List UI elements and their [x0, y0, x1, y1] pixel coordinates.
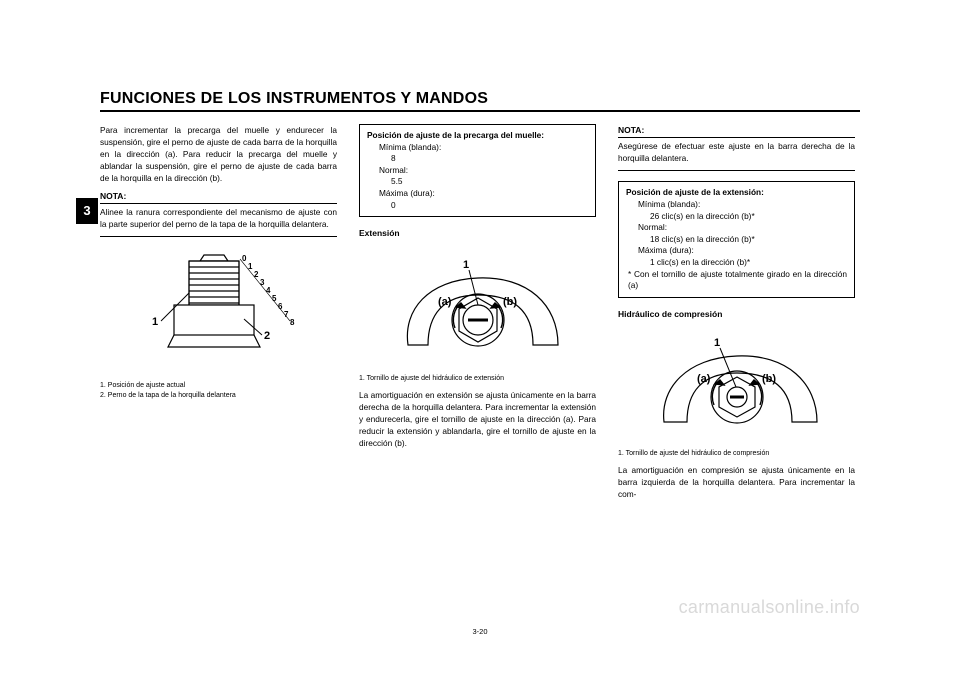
content-columns: Para incrementar la precarga del muelle …	[100, 124, 860, 506]
page-header: FUNCIONES DE LOS INSTRUMENTOS Y MANDOS	[100, 90, 860, 112]
svg-text:8: 8	[290, 318, 295, 327]
page-number: 3-20	[472, 627, 487, 636]
watermark-text: carmanualsonline.info	[679, 597, 860, 618]
section-number-badge: 3	[76, 198, 98, 224]
svg-text:(b): (b)	[503, 296, 517, 308]
compression-subhead: Hidráulico de compresión	[618, 308, 855, 320]
svg-text:1: 1	[714, 337, 720, 349]
svg-text:(a): (a)	[697, 373, 711, 385]
svg-text:0: 0	[242, 254, 247, 263]
column-1: Para incrementar la precarga del muelle …	[100, 124, 337, 506]
column-3: NOTA: Asegúrese de efectuar este ajuste …	[618, 124, 855, 506]
col1-paragraph-1: Para incrementar la precarga del muelle …	[100, 124, 337, 184]
preload-bolt-diagram: 0 1 2 3 4 5 6 7 8 1	[134, 247, 304, 377]
page-title: FUNCIONES DE LOS INSTRUMENTOS Y MANDOS	[100, 90, 860, 108]
col3-nota-text: Asegúrese de efectuar este ajuste en la …	[618, 140, 855, 171]
column-2: Posición de ajuste de la precarga del mu…	[359, 124, 596, 506]
nota-label: NOTA:	[100, 190, 337, 204]
figure-preload-bolt: 0 1 2 3 4 5 6 7 8 1	[100, 247, 337, 377]
col3-paragraph-1: La amortiguación en compresión se ajusta…	[618, 464, 855, 500]
col1-nota-text: Alinee la ranura correspondiente del mec…	[100, 206, 337, 237]
nota-label-3: NOTA:	[618, 124, 855, 138]
svg-text:1: 1	[463, 259, 469, 271]
svg-text:(a): (a)	[438, 296, 452, 308]
figure2-caption: 1. Tornillo de ajuste del hidráulico de …	[359, 374, 596, 383]
svg-text:1: 1	[152, 316, 158, 328]
extension-screw-diagram: (a) (b) 1	[383, 250, 573, 370]
extension-subhead: Extensión	[359, 227, 596, 239]
svg-text:2: 2	[264, 330, 270, 342]
figure-compression-screw: (a) (b) 1	[618, 330, 855, 445]
preload-spec-box: Posición de ajuste de la precarga del mu…	[359, 124, 596, 217]
svg-text:(b): (b)	[762, 373, 776, 385]
figure1-caption: 1. Posición de ajuste actual 2. Perno de…	[100, 381, 337, 399]
extension-spec-box: Posición de ajuste de la extensión: Míni…	[618, 181, 855, 297]
svg-text:4: 4	[266, 286, 271, 295]
figure3-caption: 1. Tornillo de ajuste del hidráulico de …	[618, 449, 855, 458]
svg-text:3: 3	[260, 278, 265, 287]
manual-page: 3 FUNCIONES DE LOS INSTRUMENTOS Y MANDOS…	[0, 0, 960, 678]
figure-extension-screw: (a) (b) 1	[359, 250, 596, 370]
col2-paragraph-1: La amortiguación en extensión se ajusta …	[359, 389, 596, 449]
compression-screw-diagram: (a) (b) 1	[642, 330, 832, 445]
